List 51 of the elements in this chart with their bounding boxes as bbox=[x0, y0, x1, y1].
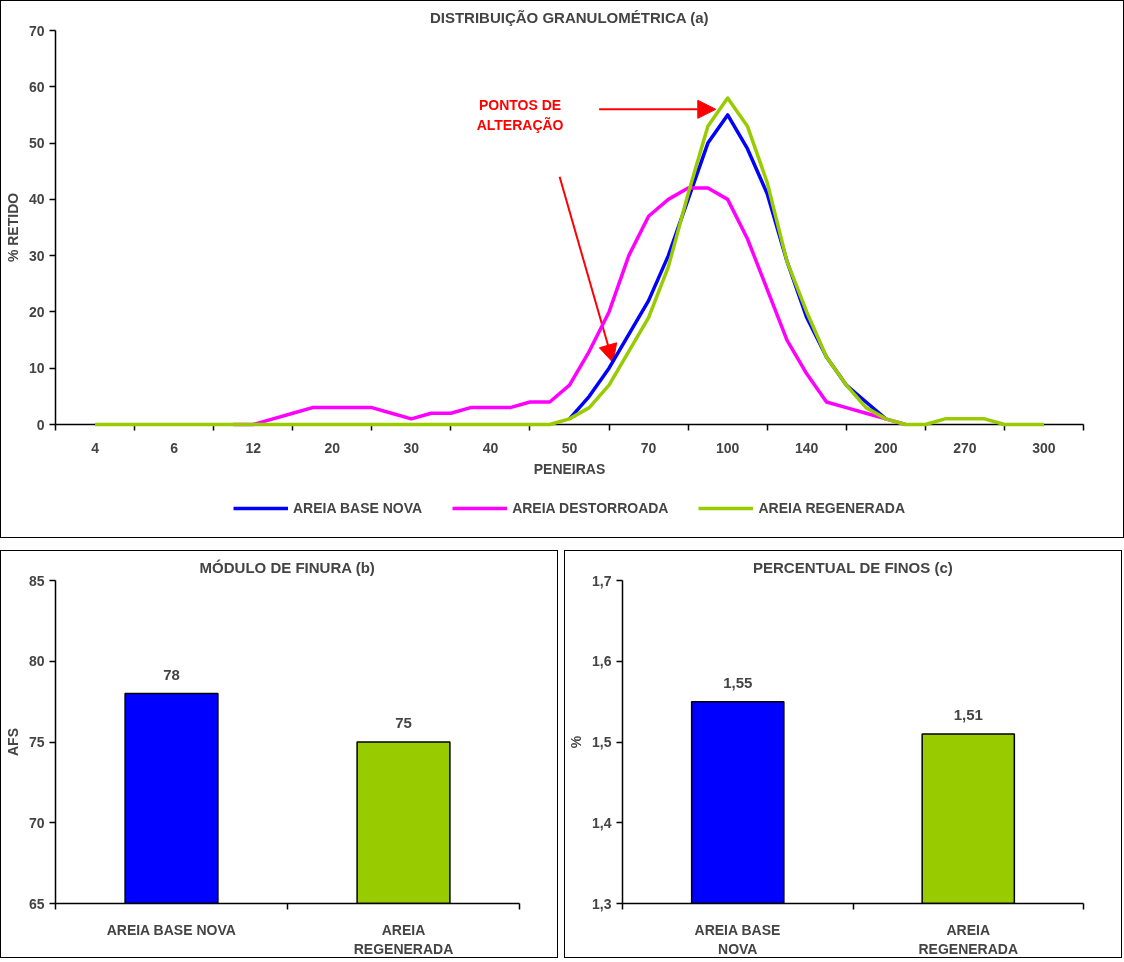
y-tick-label: 70 bbox=[28, 814, 45, 831]
y-tick-label: 65 bbox=[28, 895, 45, 912]
chart-title: DISTRIBUIÇÃO GRANULOMÉTRICA (a) bbox=[429, 8, 709, 26]
x-tick-label: AREIA BASE NOVA bbox=[694, 921, 781, 957]
x-tick-label: 4 bbox=[91, 439, 100, 456]
y-tick-label: 60 bbox=[28, 78, 45, 95]
x-tick-label: 20 bbox=[324, 439, 341, 456]
x-tick-label: 70 bbox=[640, 439, 657, 456]
x-tick-label: 300 bbox=[1032, 439, 1056, 456]
x-tick-label: 6 bbox=[170, 439, 179, 456]
legend-label: AREIA REGENERADA bbox=[758, 500, 905, 516]
x-tick-label: 40 bbox=[482, 439, 499, 456]
y-tick-label: 50 bbox=[28, 135, 45, 152]
x-tick-label: AREIA BASE NOVA bbox=[106, 921, 236, 938]
legend-label: AREIA BASE NOVA bbox=[293, 500, 423, 516]
x-tick-label: 30 bbox=[403, 439, 420, 456]
x-tick-label: 200 bbox=[874, 439, 898, 456]
data-label: 78 bbox=[163, 665, 180, 683]
annotation: PONTOS DE ALTERAÇÃO bbox=[476, 97, 564, 133]
y-tick-label: 10 bbox=[28, 360, 45, 377]
line-series bbox=[93, 96, 1046, 427]
legend-label: AREIA DESTORROADA bbox=[512, 500, 669, 516]
data-label: 75 bbox=[395, 714, 412, 731]
y-axis-title: % bbox=[568, 735, 585, 749]
y-axis-title: % RETIDO bbox=[4, 192, 21, 263]
y-tick-label: 1,6 bbox=[592, 653, 612, 670]
y-tick-label: 75 bbox=[28, 734, 45, 750]
y-tick-label: 70 bbox=[28, 22, 45, 39]
chart-title: MÓDULO DE FINURA (b) bbox=[199, 558, 375, 576]
x-tick-label: 12 bbox=[245, 439, 262, 456]
y-tick-label: 20 bbox=[28, 303, 45, 320]
x-tick-label: AREIA REGENERADA bbox=[918, 921, 1019, 957]
x-tick-label: 50 bbox=[561, 439, 578, 456]
y-tick-label: 30 bbox=[28, 247, 45, 264]
data-label: 1,51 bbox=[953, 705, 983, 723]
y-tick-label: 80 bbox=[28, 653, 45, 670]
x-tick-label: 270 bbox=[953, 439, 977, 456]
y-tick-label: 1,5 bbox=[592, 734, 612, 750]
y-tick-label: 1,4 bbox=[592, 814, 612, 831]
y-tick-label: 40 bbox=[28, 191, 45, 208]
x-tick-label: AREIA REGENERADA bbox=[353, 921, 454, 957]
y-axis-title: AFS bbox=[4, 728, 21, 756]
x-axis-title: PENEIRAS bbox=[533, 460, 606, 477]
y-tick-label: 1,7 bbox=[592, 572, 612, 589]
y-tick-label: 85 bbox=[28, 572, 45, 589]
x-tick-label: 140 bbox=[795, 439, 819, 456]
y-tick-label: 0 bbox=[36, 416, 45, 433]
chart-title: PERCENTUAL DE FINOS (c) bbox=[753, 558, 953, 576]
data-label: 1,55 bbox=[723, 673, 753, 691]
y-tick-label: 1,3 bbox=[592, 895, 612, 912]
x-tick-label: 100 bbox=[715, 439, 740, 456]
